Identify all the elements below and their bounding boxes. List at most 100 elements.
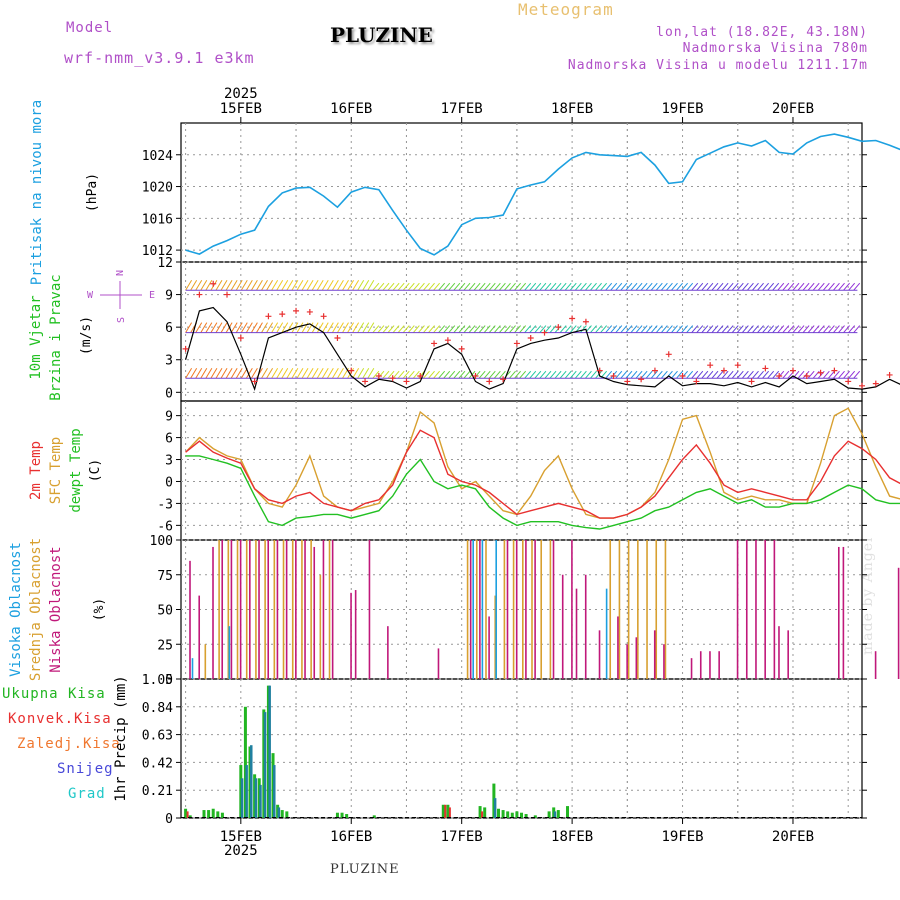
wind-barb	[797, 282, 805, 291]
wind-barb	[574, 282, 582, 291]
mid-cloud-bar	[618, 540, 621, 679]
low-cloud-bar	[764, 540, 766, 679]
wind-barb	[438, 282, 446, 291]
wind-barb	[407, 325, 415, 333]
total-rain-bar	[478, 806, 482, 818]
wind-barb	[261, 367, 268, 379]
wind-barb	[580, 325, 587, 333]
total-rain-bar	[446, 804, 450, 818]
wind-barb	[620, 325, 628, 333]
wind-gust-marker	[555, 324, 562, 331]
total-rain-bar	[243, 706, 247, 818]
wind-barb	[519, 370, 527, 379]
wind-barb	[326, 279, 334, 291]
wind-barb	[357, 322, 365, 333]
wind-barb	[848, 282, 856, 291]
wind-barb	[539, 370, 547, 379]
mid-cloud-bar	[664, 540, 667, 679]
wind-barb	[499, 370, 506, 379]
wind-barb	[828, 370, 835, 379]
wind-barb	[311, 367, 319, 379]
wind-gust-marker	[417, 373, 424, 380]
wind-barb	[316, 279, 324, 291]
dewpoint-line	[185, 455, 900, 530]
wind-gust-marker	[389, 375, 396, 382]
low-cloud-bar	[267, 540, 270, 679]
wind-barb	[448, 370, 456, 379]
wind-barb	[853, 325, 861, 333]
wind-barb	[610, 282, 618, 291]
station-coords: lon,lat (18.82E, 43.18N)	[656, 25, 868, 40]
wind-barb	[671, 282, 678, 291]
wind-barb	[402, 370, 410, 379]
low-cloud-bar	[230, 540, 233, 679]
wind-barb	[782, 370, 790, 379]
wind-barb	[463, 325, 471, 333]
wind-barb	[225, 279, 233, 291]
wind-barb	[696, 325, 704, 333]
wind-barb	[645, 325, 653, 333]
mid-cloud-bar	[236, 540, 239, 679]
wind-gust-marker	[472, 373, 479, 380]
wind-barb	[605, 282, 613, 291]
wind-barb	[402, 325, 410, 333]
wind-gust-marker	[182, 345, 189, 352]
low-cloud-bar	[755, 540, 757, 679]
wind-barb	[453, 370, 461, 379]
wind-barb	[691, 370, 699, 379]
precip-axis-title: 1hr Precip (mm)	[113, 675, 129, 801]
wind-barb	[321, 279, 329, 291]
wind-gust-marker	[776, 373, 783, 380]
wind-barb	[802, 370, 810, 379]
low-cloud-bar	[212, 546, 214, 679]
wind-barb	[392, 282, 400, 291]
total-rain-bar	[280, 810, 284, 818]
wind-barb	[736, 282, 744, 291]
wind-barb	[433, 370, 440, 379]
mid-cloud-bar	[627, 540, 630, 679]
wind-barb	[564, 282, 572, 291]
mid-cloud-bar	[319, 574, 322, 679]
wind-gust-marker	[375, 373, 382, 380]
wind-barb	[190, 279, 198, 291]
wind-gust-marker	[817, 369, 824, 376]
wind-barb	[407, 370, 415, 379]
low-cloud-bar	[874, 651, 877, 679]
wind-barb	[185, 322, 193, 333]
y-tick-label: 0	[165, 812, 173, 827]
y-tick-label: 0	[165, 386, 173, 401]
low-cloud-bar	[295, 540, 297, 679]
low-cloud-bar	[488, 616, 490, 679]
wind-barb	[600, 325, 608, 333]
wind-barb	[337, 367, 344, 379]
wind-barb	[185, 279, 193, 291]
low-cloud-bar	[745, 540, 748, 679]
wind-barb	[230, 322, 238, 333]
wind-speed-line	[185, 306, 900, 392]
wind-barb	[640, 325, 648, 333]
low-cloud-bar	[552, 540, 555, 679]
wind-barb	[564, 370, 572, 379]
temp-axis-title: 2m Temp	[28, 441, 44, 500]
mid-cloud-bar	[273, 540, 276, 679]
wind-barb	[802, 325, 810, 333]
wind-barb	[306, 367, 314, 379]
wind-barb	[514, 325, 521, 333]
total-rain-bar	[566, 806, 570, 818]
wind-barb	[205, 322, 213, 333]
legend-convective-rain: Konvek.Kisa	[8, 711, 112, 727]
wind-barb	[514, 282, 521, 291]
snow-bar	[273, 765, 276, 818]
wind-barb	[357, 367, 365, 379]
wind-barb	[367, 279, 375, 291]
wind-barb	[731, 325, 739, 333]
low-cloud-bar	[189, 560, 191, 679]
wind-barb	[428, 370, 435, 379]
low-cloud-bar	[626, 644, 628, 679]
wind-gust-marker	[831, 367, 838, 374]
wind-barb	[372, 370, 380, 379]
wind-barb	[433, 325, 440, 333]
wind-barb	[807, 282, 815, 291]
wind-barb	[215, 279, 223, 291]
wind-barb	[580, 282, 587, 291]
